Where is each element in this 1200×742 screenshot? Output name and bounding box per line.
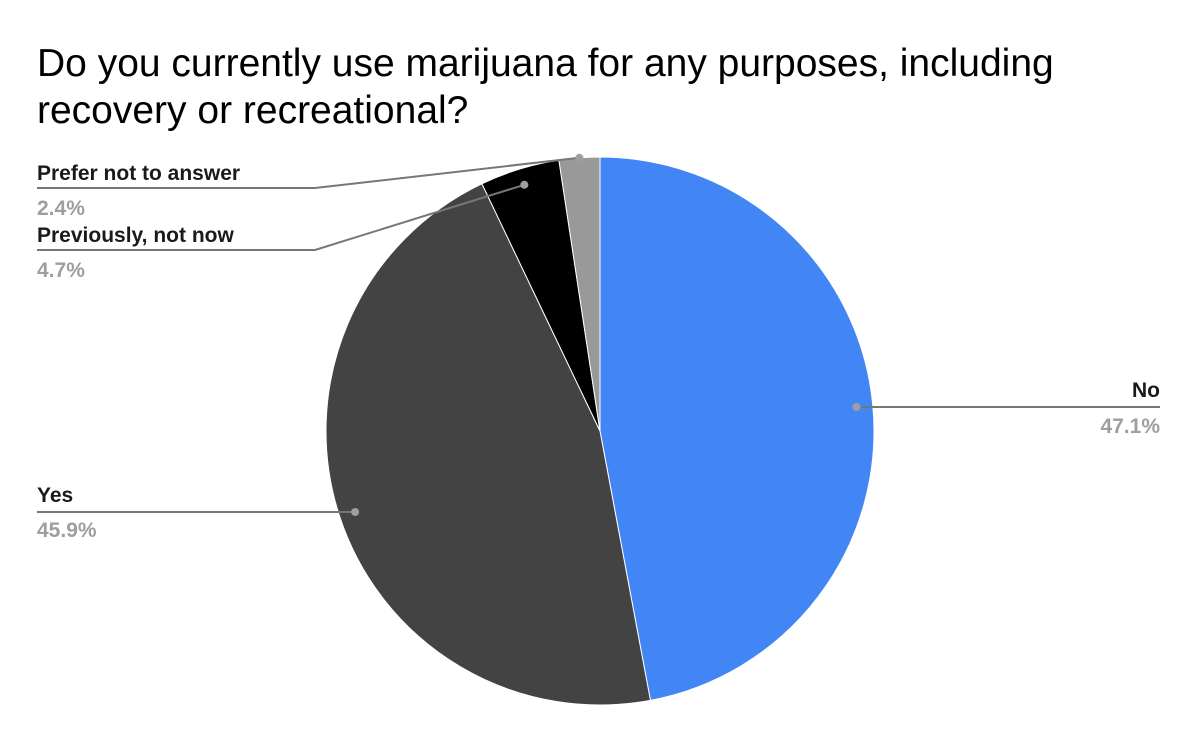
leader-dot-previously-not-now [520, 180, 529, 189]
slice-value-yes: 45.9% [37, 519, 97, 542]
leader-dot-no [852, 403, 861, 411]
slice-labels: No 47.1% Yes 45.9% Previously, not now 4.7% Pr… [37, 162, 1160, 542]
pie-slice-yes [325, 183, 652, 706]
slice-label-yes: Yes [37, 484, 73, 507]
slice-label-prefer-not-to-answer: Prefer not to answer [37, 162, 240, 185]
leader-dot-yes [351, 508, 360, 516]
pie-slice-no [599, 156, 875, 701]
slice-label-no: No [1132, 379, 1160, 402]
leader-line-previously-not-now [37, 183, 525, 251]
slice-value-prefer-not-to-answer: 2.4% [37, 197, 85, 220]
slice-value-no: 47.1% [1100, 415, 1160, 438]
chart-title: Do you currently use marijuana for any p… [37, 42, 1054, 132]
leader-line-prefer-not-to-answer [37, 156, 580, 189]
slice-value-previously-not-now: 4.7% [37, 259, 85, 282]
slice-label-previously-not-now: Previously, not now [37, 224, 234, 247]
leader-lines [37, 153, 1160, 516]
pie-slices [325, 156, 875, 706]
leader-dot-prefer-not-to-answer [575, 153, 584, 162]
